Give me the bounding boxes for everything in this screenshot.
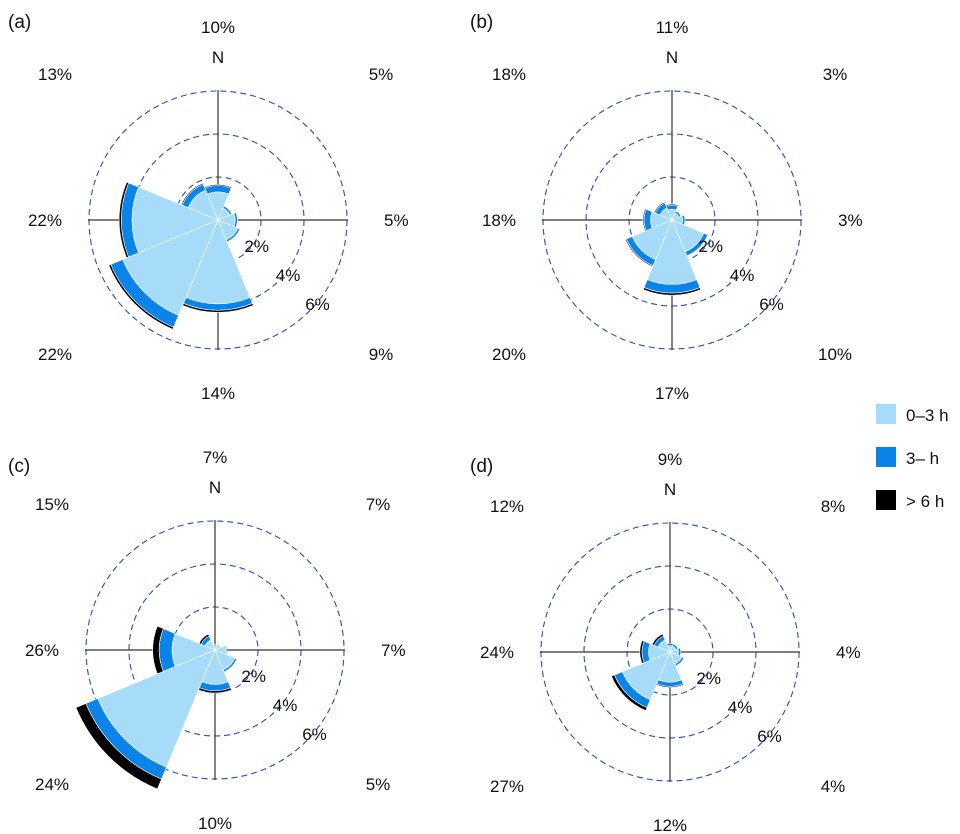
ring-label-1: 2% <box>696 669 721 688</box>
direction-label-w: 26% <box>25 641 59 660</box>
direction-label-ne: 7% <box>366 495 391 514</box>
direction-label-s: 17% <box>655 384 689 403</box>
ring-label-2: 4% <box>728 698 753 717</box>
direction-label-w: 22% <box>28 211 62 230</box>
sector-w-6h <box>152 625 164 675</box>
legend-label-0-3h: 0–3 h <box>906 406 949 425</box>
north-label: N <box>209 478 221 497</box>
direction-label-sw: 24% <box>35 775 69 794</box>
direction-label-n: 10% <box>201 18 235 37</box>
direction-label-s: 12% <box>653 816 687 834</box>
panel-label: (c) <box>8 456 30 477</box>
sector-sw-6h <box>75 703 162 790</box>
direction-label-se: 5% <box>366 775 391 794</box>
wind-rose-panels: (a)2%4%6%N10%5%5%9%14%22%22%13%(b)2%4%6%… <box>8 12 863 834</box>
sector-nw-6h <box>651 633 664 646</box>
north-label: N <box>664 480 676 499</box>
wind-rose-panel-3: (c) 2% 4%6% N 7% 7% 7% 5% 10% 24% 26% 15% <box>8 448 406 833</box>
sector-n-6h <box>665 203 679 207</box>
sector-n-3h <box>666 643 674 647</box>
legend-label-6h: > 6 h <box>906 492 944 511</box>
legend-label-3h: 3– h <box>906 449 939 468</box>
direction-label-e: 3% <box>838 211 863 230</box>
sector-w-6h <box>639 640 645 664</box>
direction-label-w: 18% <box>482 211 516 230</box>
ring-label-1: 2% <box>244 237 269 256</box>
direction-label-sw: 22% <box>38 345 72 364</box>
ring-label-2: 4% <box>276 266 301 285</box>
wind-rose-panel-2: (b) 2% 4%6% N 11% 3% 3% 10% 17% 20% 18% 18% <box>470 12 863 403</box>
sector-sw-6h <box>611 674 648 711</box>
direction-label-se: 10% <box>818 345 852 364</box>
sector-e-3h <box>677 647 682 657</box>
direction-label-s: 14% <box>201 384 235 403</box>
sector-sw-6h <box>624 238 654 268</box>
north-label: N <box>212 48 224 67</box>
sector-nw-6h <box>198 633 210 645</box>
direction-label-se: 4% <box>821 777 846 796</box>
direction-label-ne: 3% <box>823 65 848 84</box>
direction-label-n: 11% <box>656 18 689 37</box>
ring-label-2: 4% <box>273 696 298 715</box>
sector-sw-6h <box>108 264 174 330</box>
panel-label: (b) <box>470 12 493 33</box>
ring-label-1: 2% <box>698 237 723 256</box>
legend-swatch-3h <box>876 447 896 467</box>
ring-label-3: 6% <box>759 295 784 314</box>
ring-label-3: 6% <box>302 725 327 744</box>
direction-label-nw: 15% <box>35 495 69 514</box>
direction-label-s: 10% <box>198 814 232 833</box>
ring-label-3: 6% <box>305 295 330 314</box>
wind-rose-panel-1: (a) 2% 4%6% N 10% 5% 5% 9% 14% 22% 22% 13% <box>8 12 409 403</box>
ring-label-1: 2% <box>241 667 266 686</box>
direction-label-e: 7% <box>381 641 406 660</box>
ring-label-3: 6% <box>757 727 782 746</box>
direction-label-e: 4% <box>836 643 861 662</box>
sector-n-6h <box>204 184 232 189</box>
direction-label-nw: 13% <box>38 65 72 84</box>
sector-nw-6h <box>180 182 204 206</box>
direction-label-sw: 20% <box>492 345 526 364</box>
direction-label-nw: 12% <box>490 497 524 516</box>
direction-label-se: 9% <box>369 345 394 364</box>
ring-label-2: 4% <box>730 266 755 285</box>
direction-label-sw: 27% <box>490 777 524 796</box>
legend: 0–3 h 3– h > 6 h <box>876 404 949 511</box>
panel-label: (a) <box>8 12 31 33</box>
wind-rose-panel-4: (d)2%4%6%N9%8%4%4%12%27%24%12% <box>470 450 861 834</box>
north-label: N <box>666 48 678 67</box>
sector-s-6h <box>642 287 702 296</box>
panel-label: (d) <box>470 456 493 477</box>
direction-label-n: 9% <box>658 450 683 469</box>
sector-w-6h <box>642 208 647 232</box>
direction-label-w: 24% <box>480 643 514 662</box>
direction-label-e: 5% <box>384 211 409 230</box>
legend-swatch-0-3h <box>876 404 896 424</box>
direction-label-ne: 8% <box>821 497 846 516</box>
direction-label-n: 7% <box>203 448 228 467</box>
direction-label-ne: 5% <box>369 65 394 84</box>
legend-swatch-6h <box>876 490 896 510</box>
sector-nw-6h <box>653 201 666 214</box>
sector-w-6h <box>118 181 130 259</box>
direction-label-nw: 18% <box>492 65 526 84</box>
